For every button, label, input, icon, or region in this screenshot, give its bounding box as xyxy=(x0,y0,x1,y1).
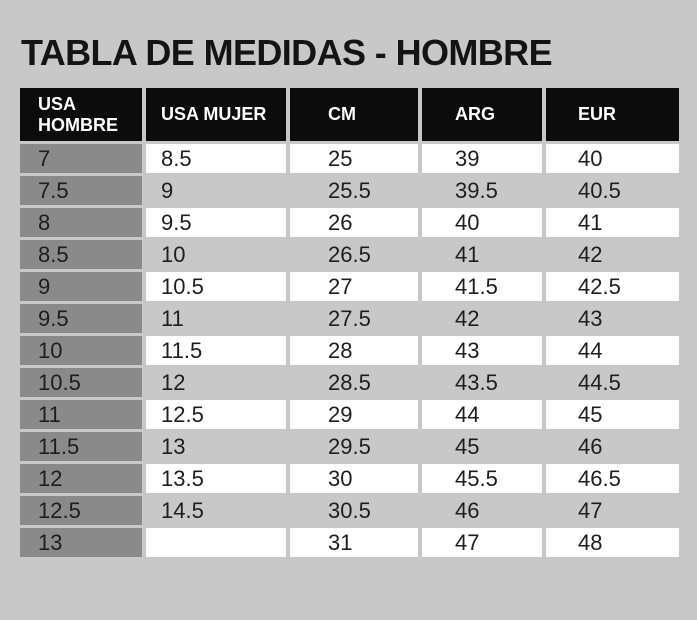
table-cell-cm: 30.5 xyxy=(290,496,418,525)
table-cell-arg: 44 xyxy=(422,400,542,429)
table-row: 8 9.5 26 40 41 xyxy=(20,208,679,237)
table-cell-usa-hombre: 10 xyxy=(20,336,142,365)
table-row: 12.5 14.5 30.5 46 47 xyxy=(20,496,679,525)
table-row: 7 8.5 25 39 40 xyxy=(20,144,679,173)
table-cell-arg: 45.5 xyxy=(422,464,542,493)
table-cell-eur: 46.5 xyxy=(546,464,679,493)
table-cell-cm: 29 xyxy=(290,400,418,429)
table-cell-arg: 47 xyxy=(422,528,542,557)
table-cell-cm: 28 xyxy=(290,336,418,365)
table-cell-usa-mujer: 8.5 xyxy=(146,144,286,173)
table-cell-usa-hombre: 10.5 xyxy=(20,368,142,397)
table-cell-eur: 44.5 xyxy=(546,368,679,397)
table-body: 7 8.5 25 39 40 7.5 9 25.5 39.5 40.5 8 9.… xyxy=(20,144,679,557)
column-header-usa-hombre: USA HOMBRE xyxy=(20,88,142,141)
column-header-usa-mujer: USA MUJER xyxy=(146,88,286,141)
table-cell-eur: 42.5 xyxy=(546,272,679,301)
table-cell-cm: 25.5 xyxy=(290,176,418,205)
table-cell-usa-hombre: 13 xyxy=(20,528,142,557)
table-cell-arg: 42 xyxy=(422,304,542,333)
size-chart-table: USA HOMBRE USA MUJER CM ARG EUR 7 8.5 25… xyxy=(16,85,683,560)
column-header-cm: CM xyxy=(290,88,418,141)
table-cell-arg: 43.5 xyxy=(422,368,542,397)
table-cell-arg: 41.5 xyxy=(422,272,542,301)
table-cell-usa-hombre: 7.5 xyxy=(20,176,142,205)
table-row: 9.5 11 27.5 42 43 xyxy=(20,304,679,333)
table-row: 13 31 47 48 xyxy=(20,528,679,557)
table-cell-arg: 41 xyxy=(422,240,542,269)
table-cell-usa-mujer: 12 xyxy=(146,368,286,397)
table-cell-eur: 44 xyxy=(546,336,679,365)
table-cell-cm: 29.5 xyxy=(290,432,418,461)
column-header-arg: ARG xyxy=(422,88,542,141)
table-cell-eur: 42 xyxy=(546,240,679,269)
table-cell-cm: 27 xyxy=(290,272,418,301)
table-cell-eur: 48 xyxy=(546,528,679,557)
table-cell-eur: 43 xyxy=(546,304,679,333)
table-cell-arg: 40 xyxy=(422,208,542,237)
table-cell-usa-mujer xyxy=(146,528,286,557)
table-row: 10.5 12 28.5 43.5 44.5 xyxy=(20,368,679,397)
table-cell-usa-mujer: 9.5 xyxy=(146,208,286,237)
table-cell-usa-hombre: 11 xyxy=(20,400,142,429)
page-title: TABLA DE MEDIDAS - HOMBRE xyxy=(21,32,553,73)
table-cell-usa-hombre: 9.5 xyxy=(20,304,142,333)
table-cell-eur: 40.5 xyxy=(546,176,679,205)
table-cell-cm: 25 xyxy=(290,144,418,173)
table-cell-eur: 47 xyxy=(546,496,679,525)
table-cell-cm: 26.5 xyxy=(290,240,418,269)
table-cell-usa-mujer: 10 xyxy=(146,240,286,269)
table-row: 10 11.5 28 43 44 xyxy=(20,336,679,365)
table-cell-usa-hombre: 12.5 xyxy=(20,496,142,525)
table-cell-usa-mujer: 9 xyxy=(146,176,286,205)
table-row: 8.5 10 26.5 41 42 xyxy=(20,240,679,269)
table-cell-usa-hombre: 7 xyxy=(20,144,142,173)
table-cell-usa-mujer: 12.5 xyxy=(146,400,286,429)
table-cell-eur: 40 xyxy=(546,144,679,173)
table-cell-usa-mujer: 13 xyxy=(146,432,286,461)
table-row: 11.5 13 29.5 45 46 xyxy=(20,432,679,461)
table-cell-eur: 41 xyxy=(546,208,679,237)
table-cell-arg: 43 xyxy=(422,336,542,365)
table-row: 9 10.5 27 41.5 42.5 xyxy=(20,272,679,301)
table-cell-usa-mujer: 13.5 xyxy=(146,464,286,493)
table-cell-usa-hombre: 8 xyxy=(20,208,142,237)
table-row: 7.5 9 25.5 39.5 40.5 xyxy=(20,176,679,205)
table-cell-cm: 31 xyxy=(290,528,418,557)
table-cell-cm: 27.5 xyxy=(290,304,418,333)
table-cell-usa-hombre: 9 xyxy=(20,272,142,301)
table-header: USA HOMBRE USA MUJER CM ARG EUR xyxy=(20,88,679,141)
table-cell-usa-mujer: 10.5 xyxy=(146,272,286,301)
table-row: 12 13.5 30 45.5 46.5 xyxy=(20,464,679,493)
table-cell-arg: 46 xyxy=(422,496,542,525)
table-cell-arg: 45 xyxy=(422,432,542,461)
table-row: 11 12.5 29 44 45 xyxy=(20,400,679,429)
table-cell-arg: 39 xyxy=(422,144,542,173)
table-cell-cm: 26 xyxy=(290,208,418,237)
table-cell-usa-hombre: 11.5 xyxy=(20,432,142,461)
header-row: USA HOMBRE USA MUJER CM ARG EUR xyxy=(20,88,679,141)
table-cell-usa-hombre: 8.5 xyxy=(20,240,142,269)
table-cell-usa-mujer: 14.5 xyxy=(146,496,286,525)
table-cell-cm: 28.5 xyxy=(290,368,418,397)
table-cell-eur: 46 xyxy=(546,432,679,461)
table-cell-usa-hombre: 12 xyxy=(20,464,142,493)
table-cell-eur: 45 xyxy=(546,400,679,429)
table-cell-arg: 39.5 xyxy=(422,176,542,205)
table-cell-cm: 30 xyxy=(290,464,418,493)
column-header-eur: EUR xyxy=(546,88,679,141)
table-cell-usa-mujer: 11.5 xyxy=(146,336,286,365)
table-cell-usa-mujer: 11 xyxy=(146,304,286,333)
